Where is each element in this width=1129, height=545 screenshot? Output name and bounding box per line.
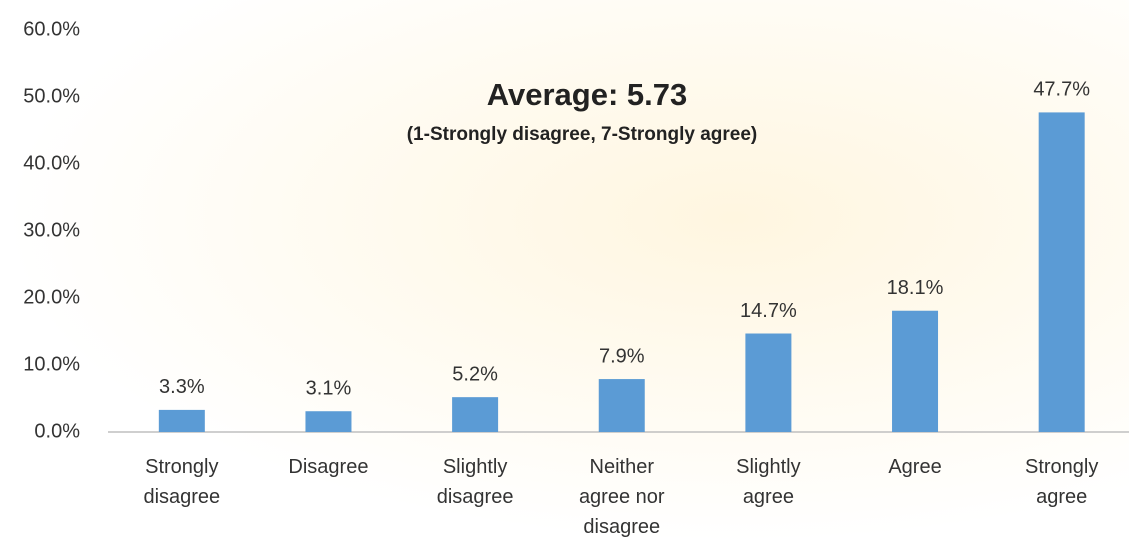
x-tick-label: Neither agree nor disagree — [578, 456, 665, 538]
data-label: 5.2% — [452, 363, 498, 385]
x-tick-label: Agree — [888, 456, 942, 478]
bar — [745, 333, 792, 432]
x-tick-label: Slightly agree — [736, 456, 801, 508]
y-tick-label: 40.0% — [23, 152, 80, 174]
data-label: 47.7% — [1033, 79, 1090, 101]
bar — [452, 397, 499, 432]
data-label: 14.7% — [740, 300, 797, 322]
bar — [305, 411, 352, 432]
bar — [598, 379, 645, 432]
y-tick-label: 10.0% — [23, 353, 80, 375]
bar — [1038, 112, 1085, 432]
data-label: 3.3% — [159, 376, 205, 398]
y-tick-label: 60.0% — [23, 18, 80, 40]
data-label: 3.1% — [306, 378, 352, 400]
bar — [892, 310, 939, 432]
y-tick-label: 50.0% — [23, 85, 80, 107]
x-tick-label: Strongly disagree — [143, 456, 221, 508]
chart-subtitle: (1-Strongly disagree, 7-Strongly agree) — [407, 124, 758, 145]
data-label: 7.9% — [599, 345, 645, 367]
chart-title: Average: 5.73 — [487, 77, 687, 112]
bar — [158, 409, 205, 432]
x-tick-label: Strongly agree — [1024, 456, 1099, 508]
x-tick-label: Disagree — [288, 456, 369, 478]
y-tick-label: 20.0% — [23, 286, 80, 308]
data-label: 18.1% — [887, 277, 944, 299]
y-tick-label: 0.0% — [34, 420, 80, 442]
x-tick-label: Slightly disagree — [436, 456, 514, 508]
y-tick-label: 30.0% — [23, 219, 80, 241]
